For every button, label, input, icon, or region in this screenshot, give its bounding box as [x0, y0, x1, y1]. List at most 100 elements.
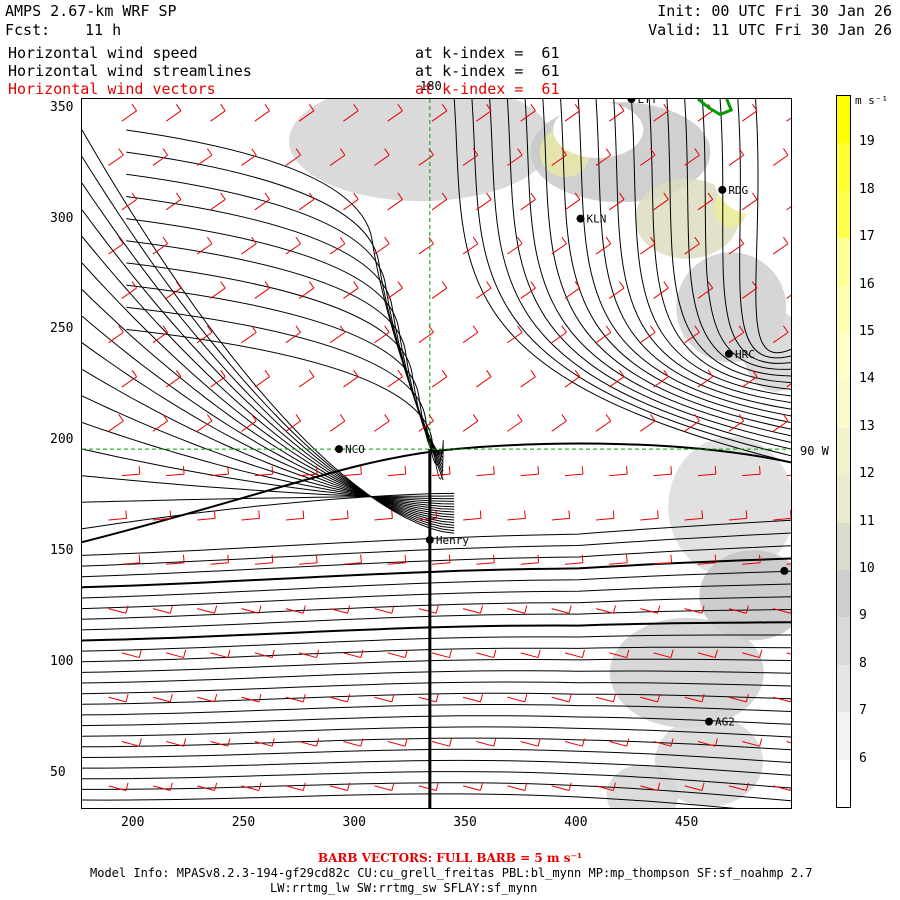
- wind-barb-flag: [537, 554, 540, 563]
- wind-barb: [241, 420, 257, 432]
- wind-barb: [741, 199, 758, 211]
- wind-barb-flag: [315, 554, 318, 563]
- wind-barb-flag: [360, 738, 364, 747]
- wind-barb: [330, 696, 348, 703]
- wind-barb: [298, 287, 315, 299]
- wind-barb-flag: [346, 510, 349, 519]
- wind-barb: [285, 785, 304, 791]
- model-info-physics: LW:rrtmg_lw SW:rrtmg_sw SFLAY:sf_mynn: [270, 881, 538, 895]
- wind-barb: [742, 741, 760, 747]
- wind-barb: [374, 331, 390, 344]
- wind-barb: [108, 517, 127, 521]
- wind-barb-flag: [227, 466, 229, 475]
- wind-barb: [741, 287, 758, 299]
- wind-barb: [152, 785, 171, 791]
- streamline: [82, 448, 455, 502]
- streamline: [126, 195, 444, 468]
- wind-barb: [210, 199, 226, 211]
- wind-barb-flag: [759, 649, 763, 658]
- wind-barb: [595, 517, 615, 521]
- wind-barb-flag: [448, 554, 451, 563]
- wind-barb: [476, 473, 495, 477]
- wind-barb: [684, 154, 700, 166]
- streamline: [126, 173, 444, 472]
- wind-barb: [329, 243, 346, 255]
- wind-barb: [432, 473, 451, 477]
- wind-barb: [653, 376, 669, 388]
- station-marker: [576, 214, 585, 223]
- wind-barb-flag: [206, 414, 213, 422]
- wind-barb: [387, 199, 403, 211]
- wind-barb-flag: [138, 554, 141, 563]
- wind-barb-flag: [125, 510, 128, 519]
- wind-barb: [166, 741, 184, 747]
- wind-barb-flag: [493, 466, 495, 475]
- wind-barb-flag: [479, 782, 484, 791]
- wind-barb-flag: [650, 236, 656, 245]
- wind-barb-flag: [561, 414, 567, 422]
- wind-barb-flag: [138, 738, 142, 747]
- wind-barb-flag: [308, 192, 315, 200]
- parallel-label: 90 W: [800, 444, 829, 458]
- wind-barb-flag: [605, 414, 612, 422]
- wind-barb: [476, 562, 495, 565]
- colorbar-level: 6: [859, 750, 867, 766]
- wind-barb: [551, 243, 567, 255]
- wind-barb: [786, 383, 791, 388]
- wind-barb-flag: [302, 694, 306, 703]
- streamline: [453, 99, 791, 463]
- wind-barb: [285, 331, 301, 344]
- streamline: [506, 99, 791, 443]
- wind-barb: [254, 199, 270, 211]
- wind-barb-flag: [131, 192, 138, 200]
- wind-barb-flag: [162, 236, 169, 245]
- streamline: [82, 692, 791, 705]
- colorbar-level: 13: [859, 418, 875, 434]
- wind-barb: [387, 473, 406, 477]
- wind-barb-flag: [220, 192, 226, 200]
- wind-barb-flag: [581, 466, 584, 475]
- wind-barb-flag: [663, 369, 669, 377]
- wind-barb: [374, 517, 393, 521]
- wind-barb: [653, 287, 669, 299]
- wind-barb: [786, 294, 791, 299]
- colorbar-level: 17: [859, 229, 875, 245]
- model-info: Model Info: MPASv8.2.3-194-gf29cd82c CU:…: [90, 866, 813, 880]
- wind-barb: [653, 562, 672, 565]
- colorbar-segment: [837, 475, 850, 523]
- wind-barb: [728, 608, 747, 614]
- wind-barb: [609, 376, 625, 388]
- wind-barb: [653, 110, 669, 122]
- wind-barb: [196, 331, 213, 344]
- wind-barb-flag: [670, 466, 673, 475]
- wind-barb: [728, 785, 747, 791]
- wind-barb: [431, 287, 448, 299]
- wind-barb: [551, 154, 567, 166]
- wind-barb: [520, 741, 539, 747]
- wind-barb-flag: [472, 414, 479, 422]
- wind-barb-flag: [745, 605, 749, 614]
- wind-barb: [476, 199, 492, 211]
- wind-barb-flag: [479, 510, 482, 519]
- station-marker: [718, 185, 727, 194]
- wind-barb-flag: [302, 782, 306, 791]
- wind-barb-flag: [537, 466, 540, 475]
- wind-barb-flag: [315, 466, 318, 475]
- wind-barb-flag: [308, 281, 315, 289]
- colorbar-level: 7: [859, 703, 867, 719]
- wind-barb-flag: [626, 649, 630, 658]
- wind-barb: [564, 287, 581, 299]
- wind-barb-flag: [131, 103, 138, 112]
- streamline: [82, 236, 455, 524]
- wind-barb: [772, 154, 789, 166]
- map-plot-area[interactable]: LYT RDG KLN HRC NCO Henry AG2: [81, 98, 792, 809]
- wind-barb-flag: [360, 649, 364, 658]
- wind-barb-flag: [353, 192, 359, 200]
- wind-barb-flag: [707, 192, 714, 200]
- wind-barb: [609, 741, 627, 747]
- wind-barb-flag: [568, 510, 571, 519]
- wind-barb-flag: [220, 281, 226, 289]
- wind-barb: [431, 741, 450, 747]
- wind-barb-flag: [524, 605, 528, 614]
- wind-barb: [786, 474, 791, 477]
